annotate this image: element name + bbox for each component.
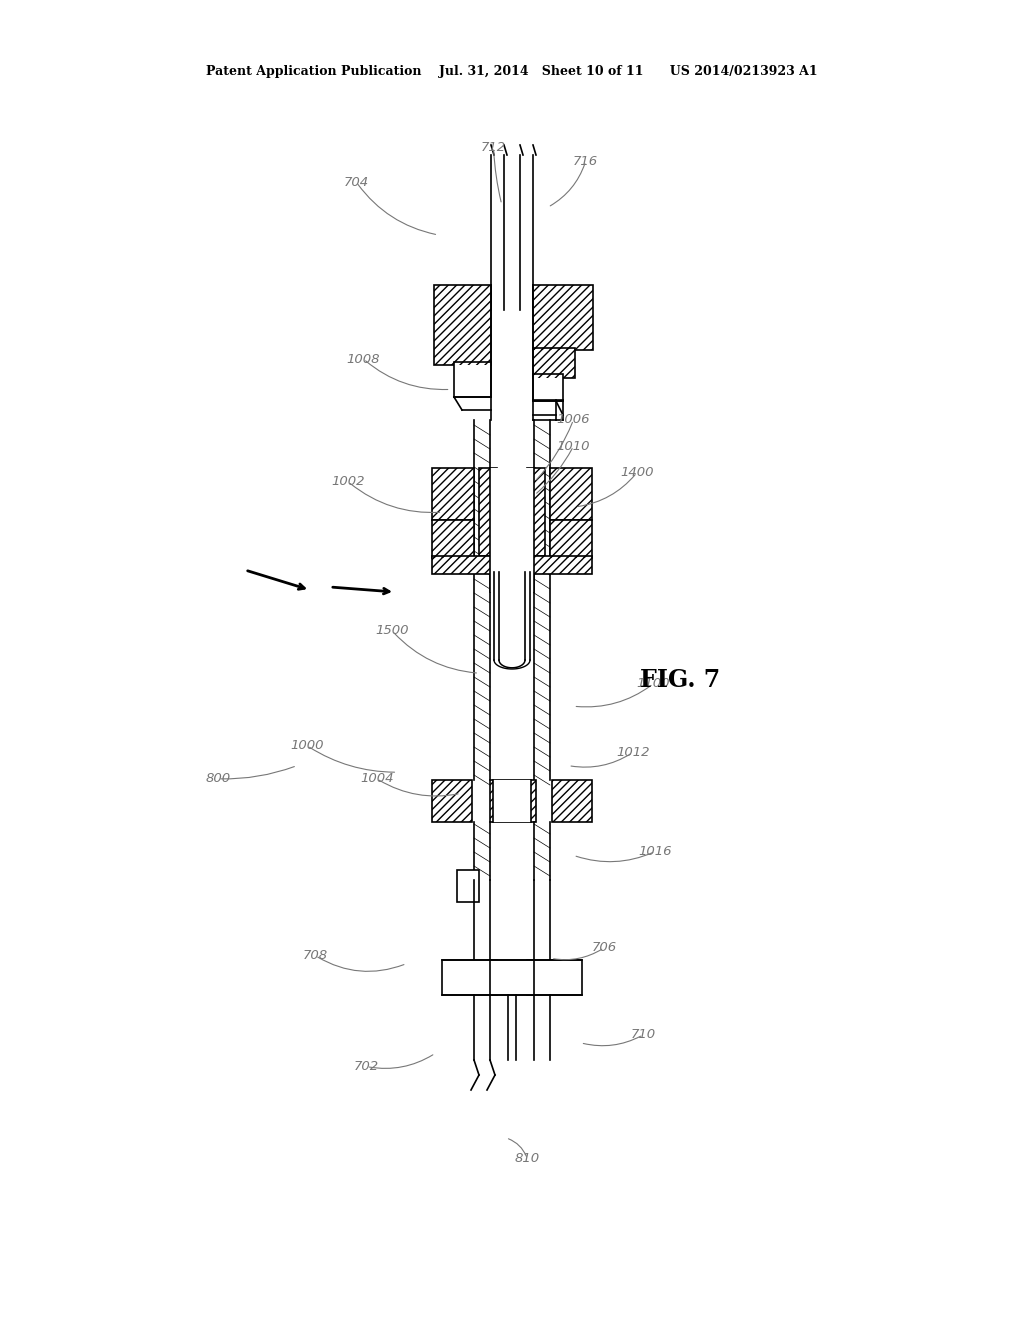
FancyArrowPatch shape — [221, 767, 294, 779]
Text: 1004: 1004 — [360, 772, 393, 785]
Bar — [490, 780, 536, 822]
Bar — [550, 469, 592, 520]
Bar — [490, 960, 534, 995]
Bar — [527, 469, 545, 556]
FancyArrowPatch shape — [550, 164, 585, 206]
Bar — [432, 520, 474, 558]
Text: 702: 702 — [354, 1060, 379, 1073]
Text: 708: 708 — [303, 949, 328, 962]
Text: 1008: 1008 — [347, 352, 380, 366]
Text: 710: 710 — [631, 1028, 655, 1041]
Bar — [479, 469, 497, 556]
Text: 706: 706 — [592, 941, 616, 954]
FancyArrowPatch shape — [577, 685, 651, 708]
Bar — [490, 780, 536, 822]
Bar — [432, 556, 592, 574]
FancyArrowPatch shape — [379, 780, 458, 796]
Bar — [552, 780, 592, 822]
Bar — [552, 780, 592, 822]
Bar — [432, 469, 474, 520]
Bar — [432, 520, 474, 558]
Text: 1006: 1006 — [557, 413, 590, 426]
Bar — [454, 362, 490, 397]
Bar — [434, 285, 490, 366]
FancyArrowPatch shape — [537, 422, 572, 479]
Text: FIG. 7: FIG. 7 — [640, 668, 720, 692]
FancyArrowPatch shape — [309, 747, 394, 772]
FancyArrowPatch shape — [366, 360, 447, 389]
Bar — [534, 374, 563, 401]
Bar — [457, 870, 479, 902]
Bar — [434, 285, 490, 366]
Bar — [432, 780, 472, 822]
Bar — [432, 780, 472, 822]
FancyArrowPatch shape — [584, 1036, 641, 1045]
Bar — [534, 285, 593, 350]
Bar — [534, 285, 593, 350]
Text: 1012: 1012 — [616, 746, 649, 759]
FancyArrowPatch shape — [494, 150, 501, 202]
Text: 704: 704 — [344, 176, 369, 189]
Bar — [432, 469, 474, 520]
FancyArrowPatch shape — [554, 949, 602, 960]
FancyArrowPatch shape — [577, 853, 653, 862]
Bar — [527, 960, 582, 995]
Text: Patent Application Publication    Jul. 31, 2014   Sheet 10 of 11      US 2014/02: Patent Application Publication Jul. 31, … — [206, 66, 818, 78]
Bar — [550, 520, 592, 558]
Bar — [493, 780, 531, 822]
FancyArrowPatch shape — [350, 483, 439, 512]
Bar — [550, 520, 592, 558]
FancyArrowPatch shape — [509, 1139, 526, 1156]
FancyArrowPatch shape — [394, 634, 476, 673]
Bar — [494, 572, 530, 660]
Text: 1400: 1400 — [621, 466, 653, 479]
Bar — [479, 469, 497, 556]
Bar — [527, 469, 545, 556]
Text: 810: 810 — [515, 1152, 540, 1166]
Text: 716: 716 — [573, 154, 598, 168]
FancyArrowPatch shape — [370, 1055, 433, 1068]
FancyArrowPatch shape — [579, 475, 635, 507]
FancyArrowPatch shape — [571, 754, 631, 767]
Bar — [550, 469, 592, 520]
Text: 1100: 1100 — [637, 677, 670, 690]
Text: 712: 712 — [481, 141, 506, 154]
Text: 1016: 1016 — [639, 845, 672, 858]
Text: 1500: 1500 — [376, 624, 409, 638]
Text: 1000: 1000 — [291, 739, 324, 752]
FancyArrowPatch shape — [358, 185, 435, 235]
FancyArrowPatch shape — [317, 957, 403, 972]
FancyArrowPatch shape — [537, 449, 572, 494]
Text: 1010: 1010 — [557, 440, 590, 453]
Bar — [442, 960, 497, 995]
Bar — [534, 348, 575, 378]
Bar — [490, 469, 534, 591]
Bar — [534, 348, 575, 378]
Text: 1002: 1002 — [332, 475, 365, 488]
Bar — [432, 556, 592, 574]
Text: 800: 800 — [206, 772, 230, 785]
